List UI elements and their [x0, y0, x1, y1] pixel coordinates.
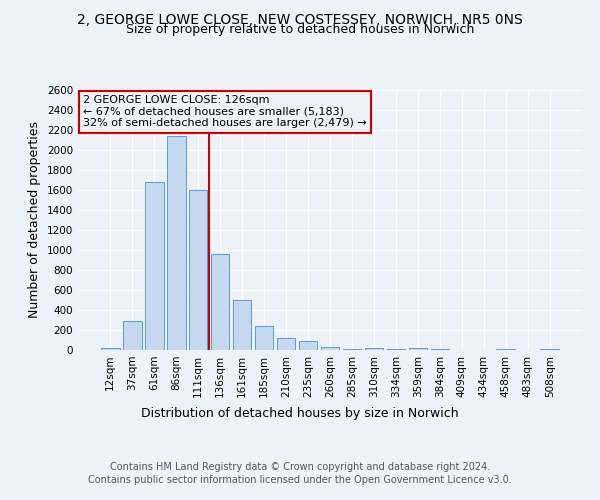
- Bar: [299, 340, 317, 350]
- Text: Size of property relative to detached houses in Norwich: Size of property relative to detached ho…: [126, 22, 474, 36]
- Bar: [431, 349, 449, 350]
- Bar: [365, 348, 383, 350]
- Bar: [277, 338, 295, 350]
- Bar: [233, 300, 251, 350]
- Bar: [255, 326, 274, 350]
- Bar: [145, 182, 164, 350]
- Bar: [211, 254, 229, 350]
- Bar: [123, 321, 142, 350]
- Bar: [189, 190, 208, 350]
- Text: Distribution of detached houses by size in Norwich: Distribution of detached houses by size …: [141, 408, 459, 420]
- Bar: [320, 346, 340, 350]
- Bar: [101, 348, 119, 350]
- Bar: [409, 348, 427, 350]
- Y-axis label: Number of detached properties: Number of detached properties: [28, 122, 41, 318]
- Text: Contains HM Land Registry data © Crown copyright and database right 2024.: Contains HM Land Registry data © Crown c…: [110, 462, 490, 472]
- Bar: [386, 349, 405, 350]
- Bar: [541, 349, 559, 350]
- Bar: [343, 349, 361, 350]
- Text: 2 GEORGE LOWE CLOSE: 126sqm
← 67% of detached houses are smaller (5,183)
32% of : 2 GEORGE LOWE CLOSE: 126sqm ← 67% of det…: [83, 95, 367, 128]
- Text: 2, GEORGE LOWE CLOSE, NEW COSTESSEY, NORWICH, NR5 0NS: 2, GEORGE LOWE CLOSE, NEW COSTESSEY, NOR…: [77, 12, 523, 26]
- Bar: [167, 136, 185, 350]
- Text: Contains public sector information licensed under the Open Government Licence v3: Contains public sector information licen…: [88, 475, 512, 485]
- Bar: [496, 349, 515, 350]
